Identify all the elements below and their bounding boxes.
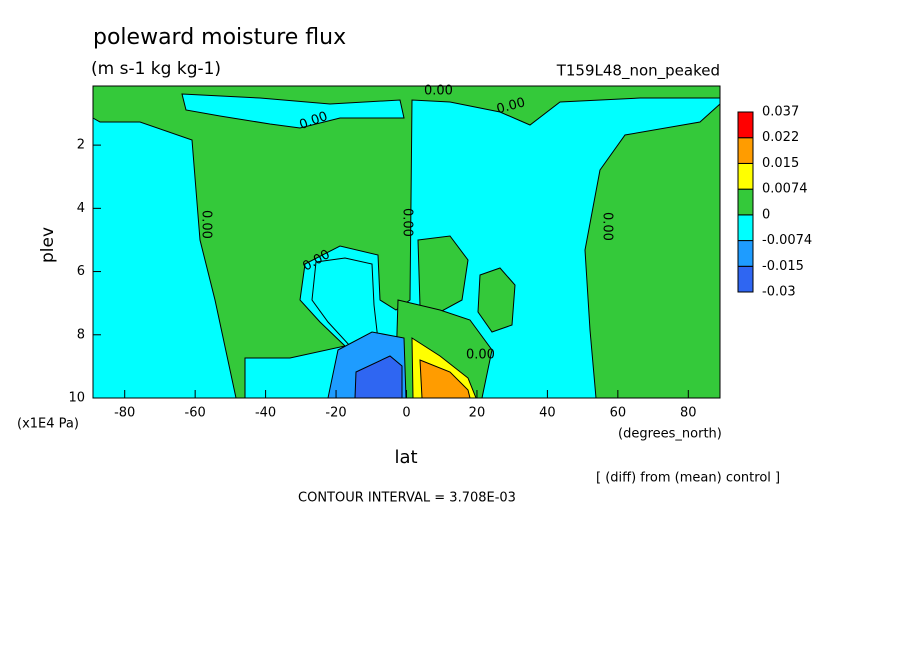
x-tick-label: 80 bbox=[680, 406, 697, 421]
y-axis-label: plev bbox=[38, 227, 58, 263]
contour-interval: CONTOUR INTERVAL = 3.708E-03 bbox=[298, 491, 516, 506]
filled-region bbox=[419, 359, 471, 399]
x-tick-label: 0 bbox=[402, 406, 410, 421]
colorbar-box bbox=[737, 162, 754, 190]
contour-label: 0.00 bbox=[495, 95, 527, 117]
colorbar-label: 0 bbox=[762, 207, 770, 222]
colorbar-label: 0.022 bbox=[762, 130, 799, 145]
colorbar-box bbox=[737, 137, 754, 164]
contour-label: 0.00 bbox=[400, 208, 415, 237]
x-tick-label: -80 bbox=[114, 406, 135, 421]
x-tick-label: -60 bbox=[185, 406, 206, 421]
chart-title: poleward moisture flux bbox=[93, 25, 346, 50]
colorbar-box bbox=[737, 240, 754, 267]
chart-subtitle: (m s-1 kg kg-1) bbox=[91, 59, 221, 79]
y-tick-label: 8 bbox=[77, 327, 85, 342]
colorbar-box bbox=[737, 188, 754, 216]
y-units: (x1E4 Pa) bbox=[17, 417, 79, 432]
colorbar-label: 0.037 bbox=[762, 105, 799, 120]
y-tick-label: 4 bbox=[77, 201, 85, 216]
plot-area: 0.00 0.00 0.00 0.00 0.00 0.00 0.00 0.00 bbox=[92, 84, 721, 399]
y-tick-label: 10 bbox=[68, 391, 85, 406]
x-tick-label: 20 bbox=[469, 406, 486, 421]
filled-region bbox=[181, 93, 405, 129]
colorbar-box bbox=[737, 111, 754, 139]
colorbar-box bbox=[737, 214, 754, 242]
contour-label: 0.00 bbox=[199, 210, 214, 239]
contour-label: 0.00 bbox=[600, 212, 615, 241]
x-tick-label: 60 bbox=[610, 406, 627, 421]
y-tick-label: 6 bbox=[77, 264, 85, 279]
filled-region bbox=[354, 355, 403, 399]
colorbar-label: -0.0074 bbox=[762, 233, 812, 248]
dataset-label: T159L48_non_peaked bbox=[556, 62, 720, 81]
x-tick-label: -40 bbox=[255, 406, 276, 421]
x-tick-label: -20 bbox=[325, 406, 346, 421]
colorbar-label: 0.0074 bbox=[762, 182, 808, 197]
x-units: (degrees_north) bbox=[618, 427, 722, 442]
filled-region bbox=[92, 85, 721, 399]
note: [ (diff) from (mean) control ] bbox=[596, 471, 780, 486]
x-tick-label: 40 bbox=[539, 406, 556, 421]
colorbar-label: -0.03 bbox=[762, 285, 796, 300]
colorbar-box bbox=[737, 265, 754, 293]
filled-region bbox=[477, 267, 516, 333]
x-axis-label: lat bbox=[394, 447, 417, 468]
y-tick-label: 2 bbox=[77, 138, 85, 153]
contour-label: 0.00 bbox=[424, 84, 453, 99]
contour-label: 0.00 bbox=[466, 348, 495, 363]
colorbar-label: 0.015 bbox=[762, 156, 799, 171]
colorbar-label: -0.015 bbox=[762, 259, 804, 274]
